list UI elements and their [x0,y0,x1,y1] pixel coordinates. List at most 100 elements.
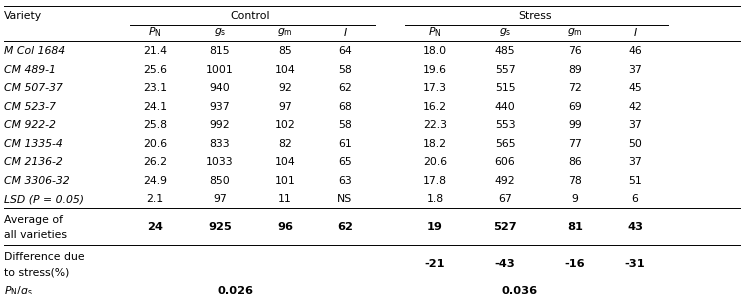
Text: 97: 97 [278,102,292,112]
Text: 62: 62 [338,83,352,93]
Text: NS: NS [337,194,352,204]
Text: 1001: 1001 [206,65,234,75]
Text: 2.1: 2.1 [147,194,164,204]
Text: $g_{\rm s}$: $g_{\rm s}$ [498,26,511,38]
Text: $I$: $I$ [633,26,638,38]
Text: 22.3: 22.3 [423,120,447,130]
Text: 850: 850 [209,176,230,186]
Text: -43: -43 [495,260,516,270]
Text: 17.3: 17.3 [423,83,447,93]
Text: 515: 515 [495,83,516,93]
Text: 16.2: 16.2 [423,102,447,112]
Text: 104: 104 [275,65,295,75]
Text: 81: 81 [567,222,583,232]
Text: CM 2136-2: CM 2136-2 [4,157,63,167]
Text: 1033: 1033 [206,157,234,167]
Text: LSD (P = 0.05): LSD (P = 0.05) [4,194,84,204]
Text: 0.036: 0.036 [502,285,538,294]
Text: 65: 65 [338,157,352,167]
Text: 440: 440 [495,102,516,112]
Text: 96: 96 [277,222,293,232]
Text: $g_{\rm m}$: $g_{\rm m}$ [277,26,293,38]
Text: 50: 50 [628,139,642,149]
Text: 937: 937 [209,102,230,112]
Text: 58: 58 [338,120,352,130]
Text: 82: 82 [278,139,292,149]
Text: 6: 6 [632,194,638,204]
Text: 43: 43 [627,222,643,232]
Text: 0.026: 0.026 [217,285,253,294]
Text: 61: 61 [338,139,352,149]
Text: 37: 37 [628,65,642,75]
Text: 485: 485 [495,46,516,56]
Text: 1.8: 1.8 [426,194,443,204]
Text: 85: 85 [278,46,292,56]
Text: 20.6: 20.6 [423,157,447,167]
Text: 78: 78 [568,176,582,186]
Text: 20.6: 20.6 [143,139,167,149]
Text: CM 523-7: CM 523-7 [4,102,56,112]
Text: 19.6: 19.6 [423,65,447,75]
Text: 25.8: 25.8 [143,120,167,130]
Text: 37: 37 [628,157,642,167]
Text: 815: 815 [209,46,230,56]
Text: 24.9: 24.9 [143,176,167,186]
Text: 18.2: 18.2 [423,139,447,149]
Text: 76: 76 [568,46,582,56]
Text: 37: 37 [628,120,642,130]
Text: 77: 77 [568,139,582,149]
Text: CM 489-1: CM 489-1 [4,65,56,75]
Text: 58: 58 [338,65,352,75]
Text: 17.8: 17.8 [423,176,447,186]
Text: -21: -21 [425,260,446,270]
Text: Average of: Average of [4,215,63,225]
Text: M Col 1684: M Col 1684 [4,46,65,56]
Text: 557: 557 [495,65,516,75]
Text: 21.4: 21.4 [143,46,167,56]
Text: 102: 102 [275,120,295,130]
Text: CM 3306-32: CM 3306-32 [4,176,69,186]
Text: 86: 86 [568,157,582,167]
Text: 23.1: 23.1 [143,83,167,93]
Text: 64: 64 [338,46,352,56]
Text: 11: 11 [278,194,292,204]
Text: Control: Control [230,11,270,21]
Text: 99: 99 [568,120,582,130]
Text: -31: -31 [625,260,645,270]
Text: 69: 69 [568,102,582,112]
Text: 833: 833 [209,139,230,149]
Text: 925: 925 [208,222,232,232]
Text: CM 922-2: CM 922-2 [4,120,56,130]
Text: 45: 45 [628,83,642,93]
Text: 72: 72 [568,83,582,93]
Text: Stress: Stress [519,11,552,21]
Text: 9: 9 [571,194,578,204]
Text: 527: 527 [493,222,517,232]
Text: 63: 63 [338,176,352,186]
Text: $P_{\rm N}/g_{\rm s}$: $P_{\rm N}/g_{\rm s}$ [4,284,33,294]
Text: 101: 101 [275,176,295,186]
Text: 940: 940 [209,83,230,93]
Text: $g_{\rm s}$: $g_{\rm s}$ [214,26,226,38]
Text: all varieties: all varieties [4,230,67,240]
Text: 68: 68 [338,102,352,112]
Text: 18.0: 18.0 [423,46,447,56]
Text: 553: 553 [495,120,516,130]
Text: $P_{\rm N}$: $P_{\rm N}$ [148,25,162,39]
Text: Difference due: Difference due [4,252,85,262]
Text: CM 1335-4: CM 1335-4 [4,139,63,149]
Text: Variety: Variety [4,11,42,21]
Text: $g_{\rm m}$: $g_{\rm m}$ [567,26,583,38]
Text: 67: 67 [498,194,512,204]
Text: 19: 19 [427,222,443,232]
Text: 46: 46 [628,46,642,56]
Text: 606: 606 [495,157,516,167]
Text: 25.6: 25.6 [143,65,167,75]
Text: 492: 492 [495,176,516,186]
Text: 26.2: 26.2 [143,157,167,167]
Text: 565: 565 [495,139,516,149]
Text: 97: 97 [213,194,227,204]
Text: $P_{\rm N}$: $P_{\rm N}$ [428,25,442,39]
Text: CM 507-37: CM 507-37 [4,83,63,93]
Text: 24: 24 [147,222,163,232]
